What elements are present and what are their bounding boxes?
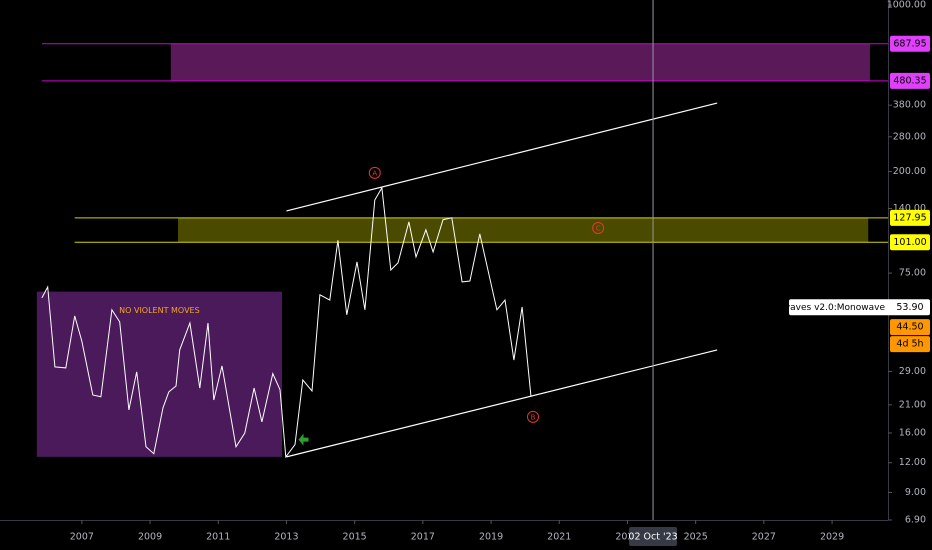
y-tick-label: 280.00 [893,131,926,142]
x-tick-label: 2011 [206,532,230,543]
wave-label: A [372,169,377,177]
y-tick-label: 9.00 [905,487,926,498]
price-tag-label: 127.95 [893,212,926,223]
price-tag-label: 687.95 [893,38,926,49]
box-label: NO VIOLENT MOVES [119,306,200,315]
x-tick-label: 2021 [547,532,571,543]
x-tick-label: 2007 [70,532,94,543]
y-tick-label: 12.00 [899,457,926,468]
time-tag [890,336,930,353]
x-tick-label: 2027 [752,532,776,543]
trendline [286,102,718,212]
y-tick-label: 6.90 [905,515,926,526]
arrow [298,433,309,446]
wave-label: B [531,413,536,421]
y-tick-label: 21.00 [899,399,926,410]
x-tick-label: 2019 [479,532,503,543]
price-tag [890,209,930,226]
price-tag [890,72,930,89]
zone-fill [178,217,869,243]
range-box [36,291,283,457]
price-tag-label: 44.50 [896,322,923,333]
wave-label-circle [592,221,605,234]
x-tick-label: 2009 [138,532,162,543]
x-tick-label: 2017 [411,532,435,543]
series-name: Monowaves v2.0:Monowave [758,303,885,313]
x-tick-label: 2013 [274,532,298,543]
price-tag-label: 101.00 [893,237,926,248]
zone-fill [170,43,870,81]
y-tick-label: 1000.00 [887,0,926,11]
wave-label-circle [368,166,381,179]
price-tag-label: 480.35 [893,75,926,86]
y-tick-label: 200.00 [893,166,926,177]
x-tick-label: 2015 [343,532,367,543]
y-tick-label: 16.00 [899,427,926,438]
time-tag-label: 4d 5h [896,339,923,350]
price-tag [890,35,930,52]
crosshair-label: 02 Oct '23 [628,532,677,543]
y-tick-label: 29.00 [899,366,926,377]
price-tag [890,319,930,336]
y-tick-label: 75.00 [899,268,926,279]
trendline [286,349,718,458]
last-value-tag [789,299,930,316]
wave-label-circle [527,410,540,423]
y-tick-label: 140.00 [893,203,926,214]
last-value-label: 53.90 [896,302,923,313]
x-tick-label: 2025 [684,532,708,543]
crosshair-tag [629,527,678,546]
y-tick-label: 380.00 [893,100,926,111]
x-tick-label: 2029 [820,532,844,543]
price-tag [890,234,930,251]
price-line [41,186,532,459]
x-tick-label: 2023 [615,532,639,543]
wave-label: C [596,224,601,232]
